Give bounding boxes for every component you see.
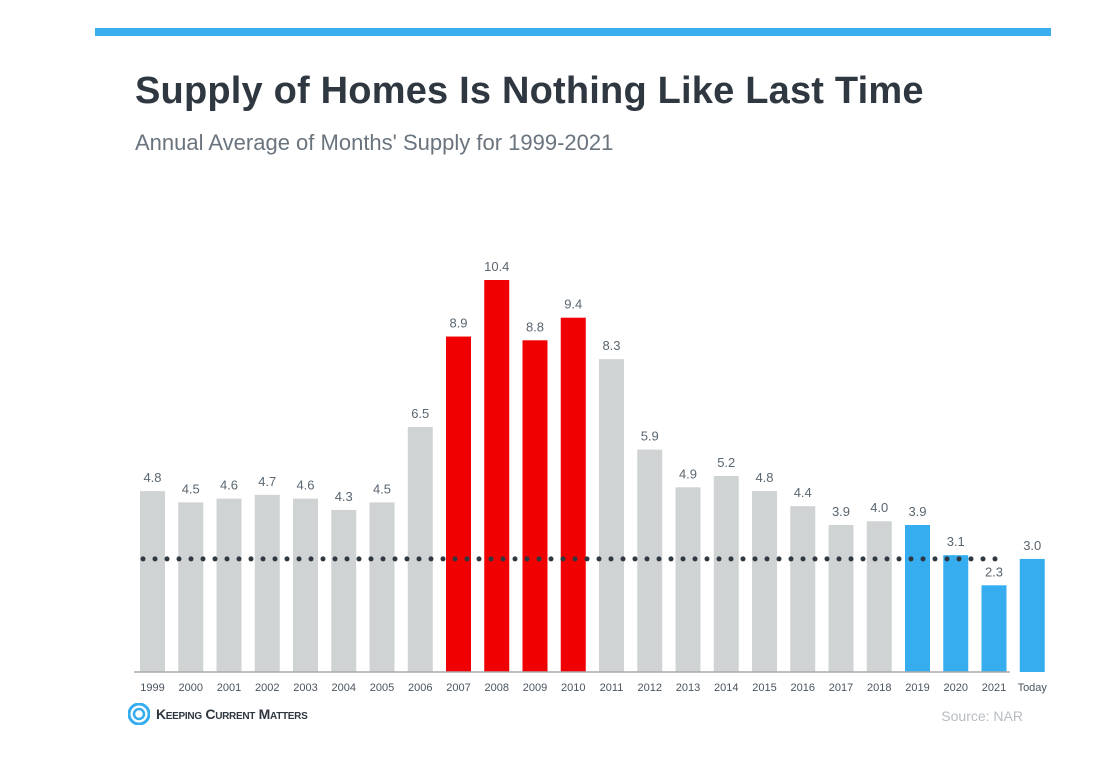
bar-2006 [407,427,433,672]
data-label: 8.9 [449,316,467,331]
data-label: 4.6 [220,478,238,493]
bar-2003 [293,498,318,672]
data-label: 4.8 [143,470,161,485]
data-label: 3.1 [947,534,965,549]
data-label: 4.0 [870,500,888,515]
swirl-logo-icon [128,703,150,725]
data-label: 6.5 [411,406,429,421]
x-tick-label: 2011 [600,682,624,694]
data-label: 10.4 [484,259,509,274]
x-tick-label: 2001 [217,682,241,694]
data-label: 2.3 [985,564,1003,579]
x-tick-label: 2021 [982,682,1006,694]
bar-1999 [140,491,165,672]
bar-2001 [216,498,242,672]
data-label: 4.4 [794,485,812,500]
bar-2017 [828,525,854,672]
x-tick-label: 2000 [179,682,203,694]
top-accent-bar [95,28,1051,36]
data-label: 5.2 [717,455,735,470]
x-tick-label: 2010 [561,682,585,694]
x-tick-label: 2014 [714,682,738,694]
bar-2002 [254,494,280,672]
x-tick-label: Today [1018,682,1048,694]
bar-2000 [178,502,204,672]
x-tick-label: 2004 [332,682,356,694]
x-tick-label: 2008 [485,682,509,694]
x-tick-label: 2009 [523,682,547,694]
x-tick-label: 2002 [255,682,279,694]
bar-2021 [981,585,1007,672]
x-tick-label: 2017 [829,682,853,694]
bar-2004 [331,509,357,672]
x-tick-label: 2020 [944,682,968,694]
bar-2014 [713,476,739,672]
bar-2016 [790,506,816,672]
bar-2019 [905,525,930,672]
x-tick-label: 2007 [446,682,470,694]
x-tick-label: 2005 [370,682,394,694]
data-label: 5.9 [641,429,659,444]
x-tick-label: 2013 [676,682,700,694]
data-label: 4.3 [335,489,353,504]
data-label: 4.5 [373,481,391,496]
chart-subtitle: Annual Average of Months' Supply for 199… [135,130,614,155]
x-tick-label: 2006 [408,682,432,694]
data-label: 4.7 [258,474,276,489]
bar-2011 [599,359,624,672]
bar-2020 [943,555,969,672]
logo-text: Keeping Current Matters [156,706,308,722]
bar-2013 [675,487,701,672]
data-label: 9.4 [564,297,582,312]
bar-Today [1019,558,1045,672]
data-label: 4.9 [679,466,697,481]
bar-2007 [446,336,471,672]
bar-2009 [522,340,548,672]
x-tick-label: 2012 [638,682,662,694]
data-label: 4.8 [755,470,773,485]
x-tick-label: 2016 [791,682,815,694]
data-label: 8.3 [602,338,620,353]
bar-2010 [560,317,586,672]
x-tick-label: 2019 [905,682,929,694]
x-tick-label: 1999 [140,682,164,694]
bar-2018 [866,521,892,672]
data-label: 3.0 [1023,538,1041,553]
data-label: 3.9 [908,504,926,519]
bar-2005 [369,502,395,672]
data-label: 4.6 [296,478,314,493]
data-label: 8.8 [526,319,544,334]
bar-2015 [752,491,777,672]
logo: Keeping Current Matters [128,703,308,725]
x-tick-label: 2003 [293,682,317,694]
source-note: Source: NAR [941,708,1023,724]
x-tick-label: 2015 [752,682,776,694]
data-label: 3.9 [832,504,850,519]
bar-2008 [484,280,510,672]
data-label: 4.5 [182,481,200,496]
x-tick-label: 2018 [867,682,891,694]
chart-title: Supply of Homes Is Nothing Like Last Tim… [135,70,924,112]
